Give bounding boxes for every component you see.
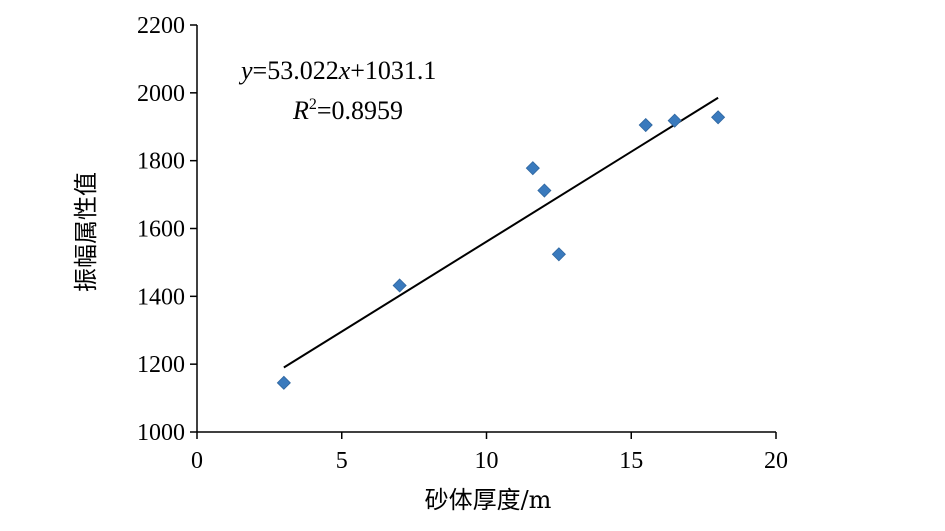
y-tick-label: 1000 <box>137 420 185 446</box>
equation-y-var: y <box>238 56 253 85</box>
r-squared-label: R2=0.8959 <box>292 96 403 125</box>
data-point <box>711 110 726 125</box>
trendline <box>283 96 719 369</box>
y-tick-label: 1200 <box>137 352 185 378</box>
equation-intercept: +1031.1 <box>350 56 436 85</box>
plot-area: 1000 1200 1400 1600 1800 2000 2200 0 5 10 15 20 <box>137 13 788 474</box>
y-tick-label: 1800 <box>137 149 185 175</box>
y-axis-title: 振幅属性值 <box>72 172 100 292</box>
x-tick-label: 5 <box>336 448 348 474</box>
data-point <box>276 375 291 390</box>
y-tick-label: 1600 <box>137 217 185 243</box>
trendline-equation: y=53.022x+1031.1 <box>238 56 436 85</box>
data-point <box>525 161 540 176</box>
x-axis-title: 砂体厚度/m <box>425 486 552 514</box>
y-tick-label: 2000 <box>137 81 185 107</box>
data-point <box>667 113 682 128</box>
y-tick-label: 1400 <box>137 284 185 310</box>
r-squared-exponent: 2 <box>309 96 317 113</box>
r-squared-symbol: R <box>292 96 309 125</box>
y-tick-label: 2200 <box>137 13 185 39</box>
data-point <box>392 278 407 293</box>
data-point <box>551 247 566 262</box>
data-point <box>638 117 653 133</box>
x-tick-label: 15 <box>619 448 643 474</box>
x-tick-label: 10 <box>475 448 499 474</box>
x-tick-label: 0 <box>191 448 203 474</box>
equation-x-var: x <box>338 56 351 85</box>
r-squared-value: =0.8959 <box>317 96 403 125</box>
x-axis-ticks: 0 5 10 15 20 <box>191 432 788 474</box>
y-axis-ticks: 1000 1200 1400 1600 1800 2000 2200 <box>137 13 197 446</box>
data-point <box>537 183 552 198</box>
equation-slope: =53.022 <box>253 56 339 85</box>
data-points <box>276 110 726 390</box>
x-tick-label: 20 <box>764 448 788 474</box>
